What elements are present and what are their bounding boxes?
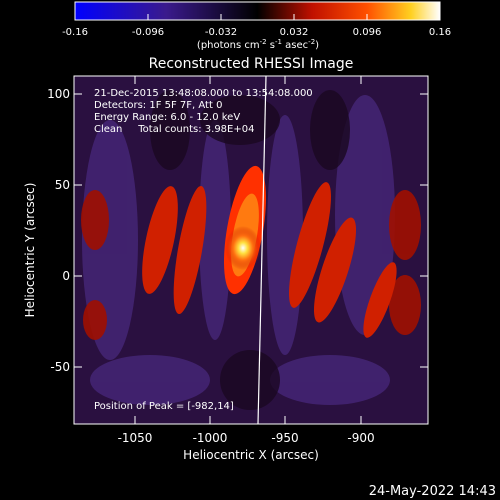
- annotation-total-counts: Clean Total counts: 3.98E+04: [94, 124, 254, 135]
- plot-frame: [73, 75, 429, 425]
- colorbar-tick-label: -0.032: [205, 27, 237, 38]
- x-tick-label: -950: [271, 431, 298, 445]
- y-axis-ticks: [74, 93, 428, 368]
- colorbar-units: (photons cm-2 s-1 asec-2): [197, 38, 319, 51]
- y-axis-label: Heliocentric Y (arcsec): [23, 183, 37, 318]
- colorbar-tick-label: 0.096: [353, 27, 382, 38]
- y-tick-label: 100: [47, 87, 70, 101]
- colorbar-tick-label: -0.096: [132, 27, 164, 38]
- solar-limb-line: [257, 76, 267, 424]
- annotation-time-range: 21-Dec-2015 13:48:08.000 to 13:54:08.000: [94, 88, 313, 99]
- x-tick-label: -1000: [193, 431, 228, 445]
- plot-title: Reconstructed RHESSI Image: [149, 56, 354, 72]
- x-axis-ticks: [134, 76, 362, 424]
- annotation-detectors: Detectors: 1F 5F 7F, Att 0: [94, 100, 222, 111]
- annotation-energy-range: Energy Range: 6.0 - 12.0 keV: [94, 112, 240, 123]
- y-tick-label: 50: [55, 178, 70, 192]
- colorbar-tick-label: 0.032: [280, 27, 309, 38]
- y-tick-label: 0: [62, 269, 70, 283]
- footer-timestamp: 24-May-2022 14:43: [369, 484, 496, 499]
- colorbar-gradient: [74, 1, 441, 21]
- x-axis-label: Heliocentric X (arcsec): [183, 448, 319, 462]
- colorbar: -0.16 -0.096 -0.032 0.032 0.096 0.16 (ph…: [62, 1, 451, 51]
- y-tick-label: -50: [50, 360, 70, 374]
- colorbar-tick-label: -0.16: [62, 27, 88, 38]
- x-tick-label: -900: [347, 431, 374, 445]
- x-tick-label: -1050: [118, 431, 153, 445]
- rhessi-image: [74, 76, 428, 424]
- colorbar-tick-label: 0.16: [429, 27, 451, 38]
- peak-position-label: Position of Peak = [-982,14]: [94, 401, 234, 412]
